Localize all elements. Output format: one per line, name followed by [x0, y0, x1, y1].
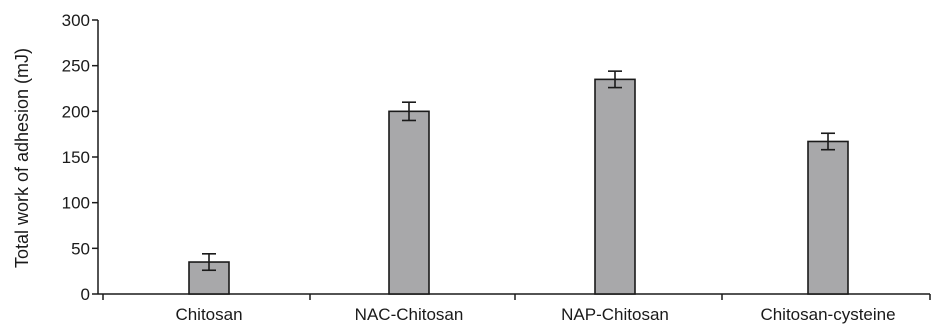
y-tick-label: 50 [71, 239, 90, 258]
y-tick-label: 150 [62, 148, 90, 167]
bar [807, 140, 849, 295]
bar [388, 110, 430, 295]
bar [594, 78, 636, 295]
y-axis-title: Total work of adhesion (mJ) [12, 48, 32, 268]
x-category-label: Chitosan-cysteine [760, 305, 895, 324]
bars [188, 70, 849, 295]
y-tick-label: 300 [62, 11, 90, 30]
x-axis: Chitosan NAC-Chitosan NAP-Chitosan Chitosan… [98, 293, 931, 324]
y-tick-label: 250 [62, 57, 90, 76]
x-category-label: Chitosan [175, 305, 242, 324]
y-tick-label: 100 [62, 194, 90, 213]
y-axis: 0 50 100 150 200 250 300 [62, 11, 99, 304]
x-category-label: NAC-Chitosan [355, 305, 464, 324]
y-tick-label: 0 [81, 285, 90, 304]
y-tick-label: 200 [62, 102, 90, 121]
x-category-label: NAP-Chitosan [561, 305, 669, 324]
bar [188, 261, 230, 295]
